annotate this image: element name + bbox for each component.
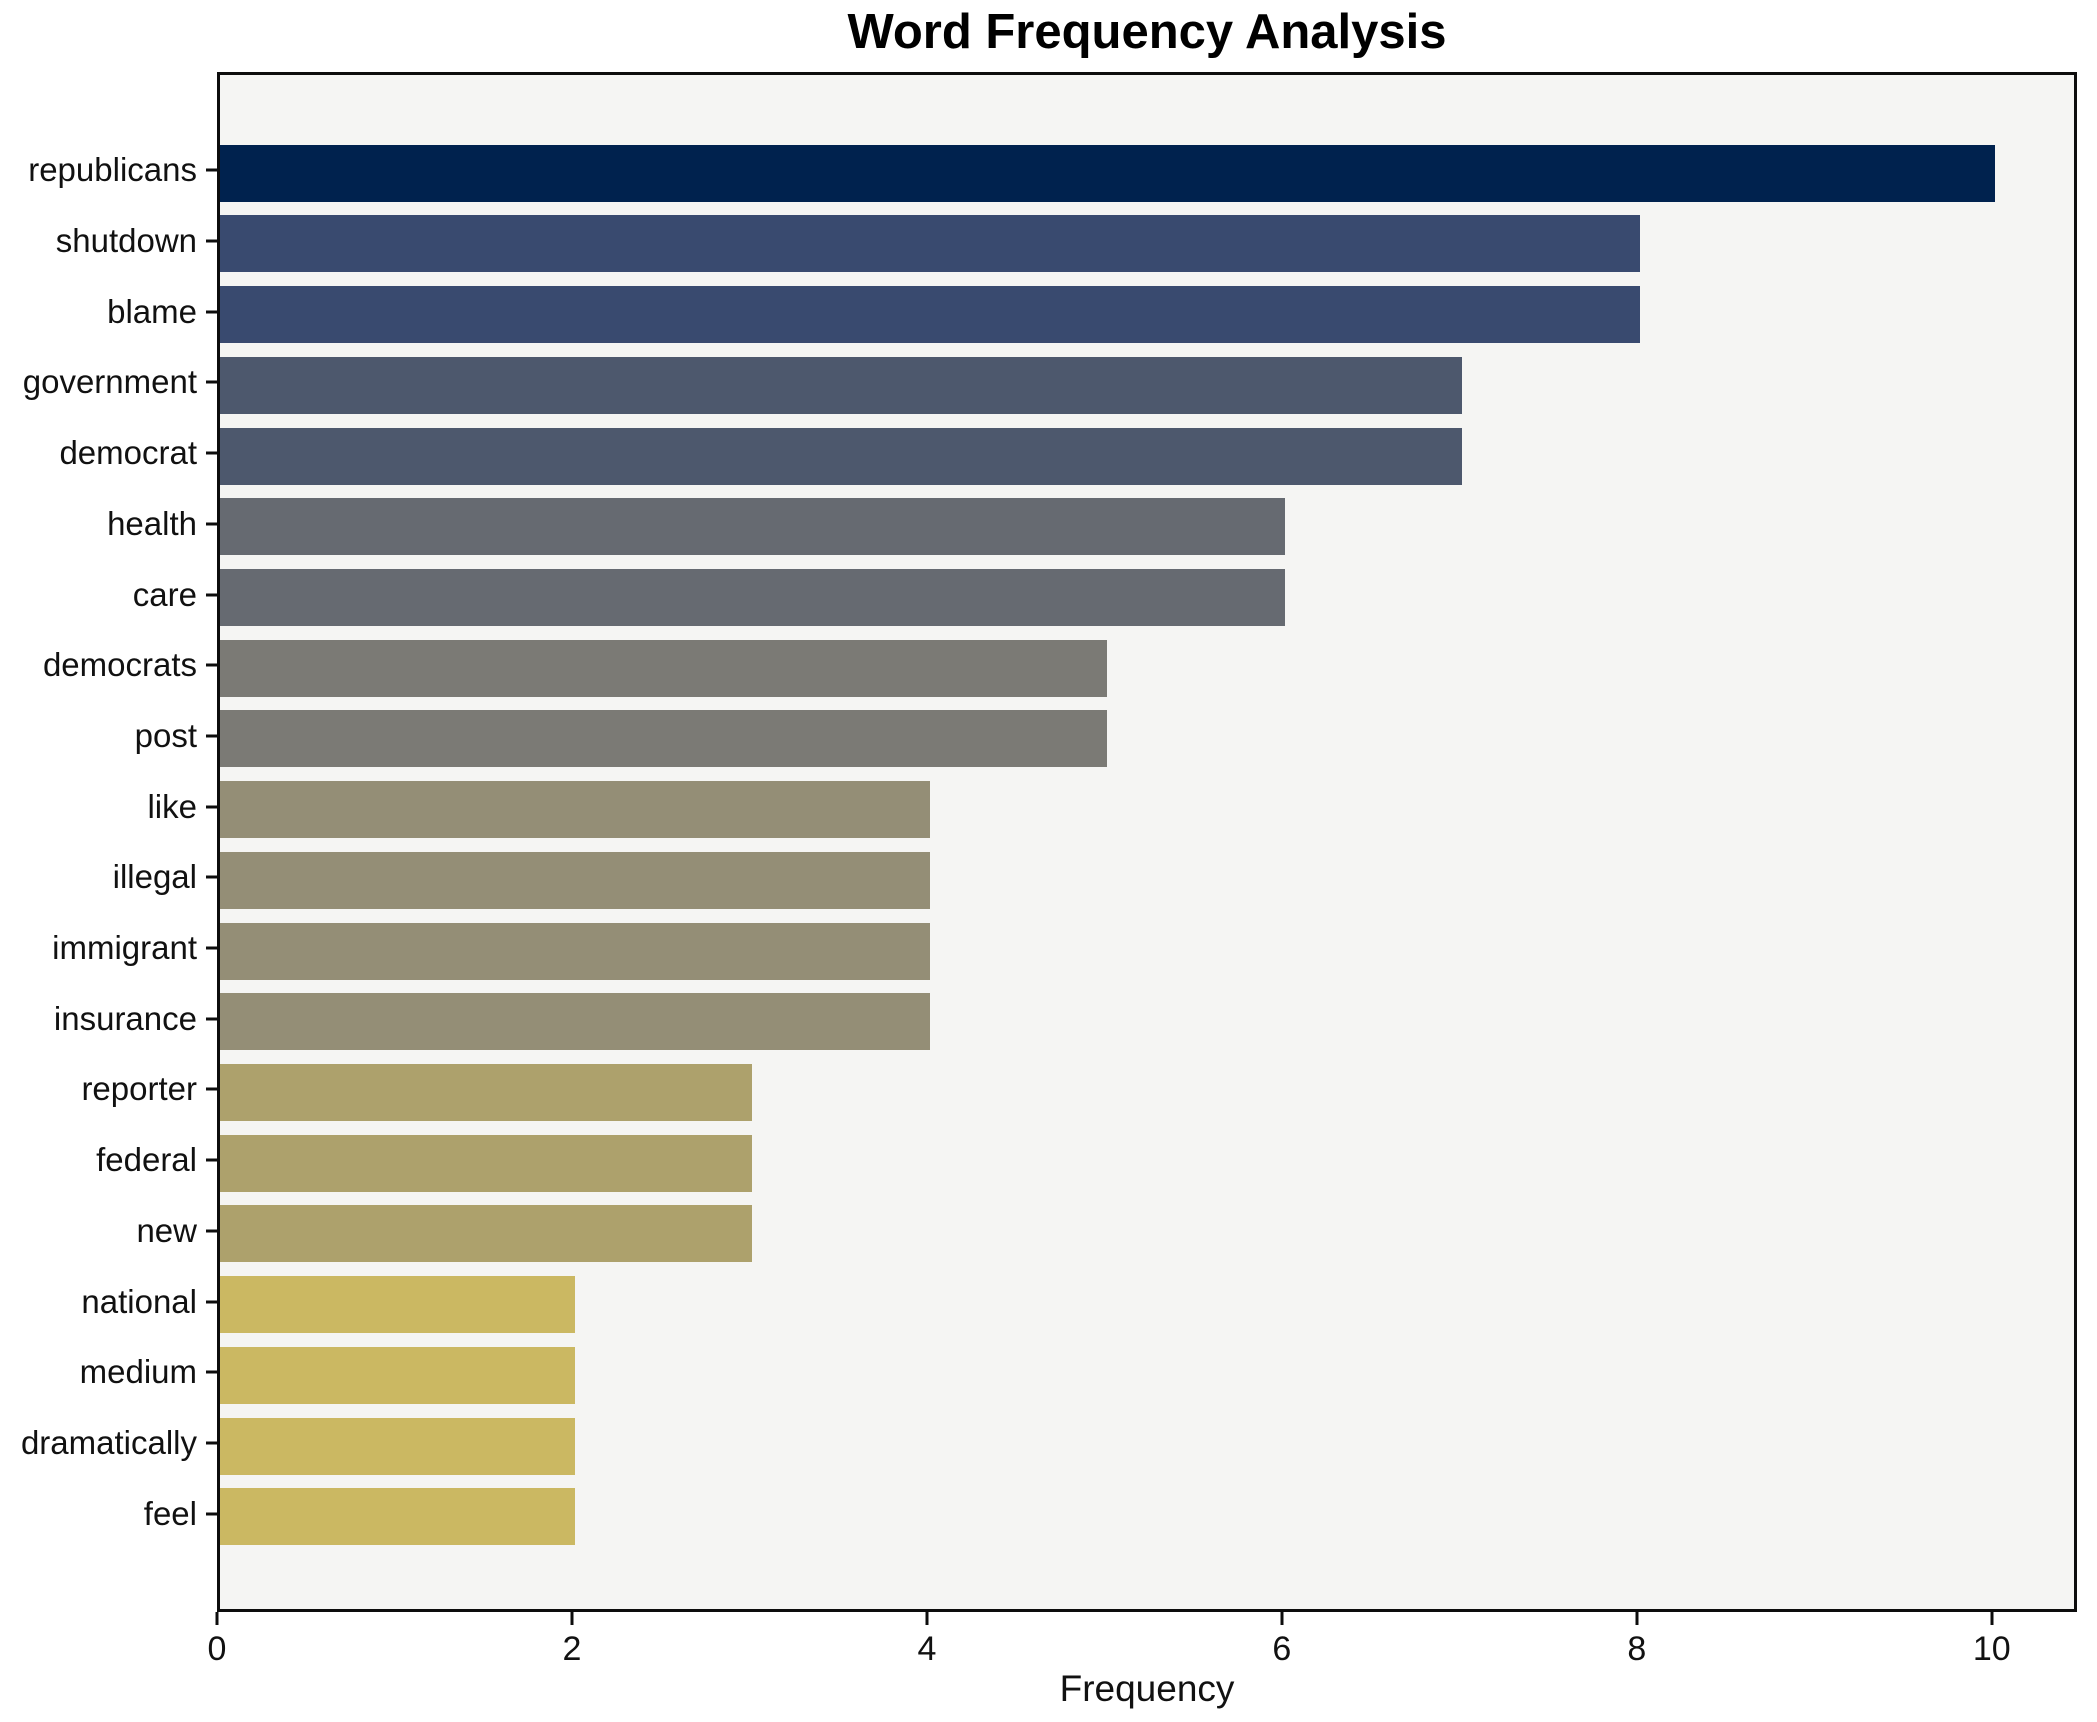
y-tick-mark — [206, 1158, 217, 1162]
y-tick-label-democrats: democrats — [42, 646, 197, 684]
bar-illegal — [220, 851, 930, 909]
y-tick-label-shutdown: shutdown — [55, 221, 197, 259]
x-tick-label-2: 2 — [562, 1630, 582, 1668]
y-tick-mark — [206, 734, 217, 738]
y-tick-label-insurance: insurance — [53, 999, 197, 1037]
x-tick-label-10: 10 — [1972, 1630, 2011, 1668]
bar-government — [220, 356, 1462, 414]
y-tick-label-feel: feel — [143, 1494, 197, 1532]
bar-new — [220, 1205, 752, 1263]
x-tick-label-8: 8 — [1627, 1630, 1647, 1668]
y-tick-mark — [206, 380, 217, 384]
x-tick-label-6: 6 — [1272, 1630, 1292, 1668]
bar-republicans — [220, 144, 1995, 202]
y-tick-mark — [206, 1370, 217, 1374]
x-tick-label-0: 0 — [207, 1630, 227, 1668]
bar-immigrant — [220, 922, 930, 980]
x-tick-mark — [1990, 1612, 1994, 1625]
y-tick-label-democrat: democrat — [59, 434, 197, 472]
x-tick-mark — [570, 1612, 574, 1625]
x-tick-mark — [215, 1612, 219, 1625]
bar-post — [220, 710, 1107, 768]
y-tick-label-government: government — [22, 363, 197, 401]
y-tick-label-dramatically: dramatically — [20, 1424, 197, 1461]
y-tick-mark — [206, 593, 217, 597]
y-tick-mark — [206, 451, 217, 455]
y-tick-label-blame: blame — [107, 292, 197, 330]
y-tick-mark — [206, 1229, 217, 1233]
y-tick-mark — [206, 805, 217, 809]
x-tick-mark — [925, 1612, 929, 1625]
y-tick-label-reporter: reporter — [81, 1070, 197, 1108]
bar-health — [220, 498, 1285, 556]
bar-feel — [220, 1488, 575, 1546]
x-axis-label: Frequency — [1059, 1668, 1235, 1709]
bar-care — [220, 569, 1285, 627]
bar-blame — [220, 286, 1640, 344]
bar-reporter — [220, 1063, 752, 1121]
bar-shutdown — [220, 215, 1640, 273]
y-tick-mark — [206, 239, 217, 243]
y-tick-label-national: national — [81, 1282, 197, 1320]
y-tick-mark — [206, 946, 217, 950]
y-tick-label-republicans: republicans — [28, 151, 197, 189]
y-tick-mark — [206, 1017, 217, 1021]
y-tick-mark — [206, 1512, 217, 1516]
x-tick-mark — [1635, 1612, 1639, 1625]
y-tick-mark — [206, 1087, 217, 1091]
bar-medium — [220, 1346, 575, 1404]
x-tick-label-4: 4 — [917, 1630, 937, 1668]
y-tick-label-federal: federal — [96, 1141, 197, 1179]
y-tick-label-post: post — [134, 716, 197, 754]
bar-like — [220, 781, 930, 839]
plot-area — [217, 72, 2077, 1612]
y-tick-mark — [206, 875, 217, 879]
bar-democrat — [220, 427, 1462, 485]
y-tick-label-medium: medium — [79, 1353, 197, 1391]
y-tick-mark — [206, 663, 217, 667]
y-tick-label-care: care — [132, 575, 197, 613]
y-tick-label-illegal: illegal — [112, 858, 197, 896]
y-tick-mark — [206, 1300, 217, 1304]
y-tick-mark — [206, 1441, 217, 1445]
y-tick-mark — [206, 310, 217, 314]
bar-democrats — [220, 639, 1107, 697]
x-tick-mark — [1280, 1612, 1284, 1625]
bar-dramatically — [220, 1417, 575, 1475]
y-tick-label-like: like — [147, 787, 197, 825]
bar-national — [220, 1276, 575, 1334]
chart-title: Word Frequency Analysis — [847, 5, 1447, 59]
bar-insurance — [220, 993, 930, 1051]
y-tick-label-new: new — [136, 1211, 197, 1249]
y-tick-mark — [206, 522, 217, 526]
bar-federal — [220, 1134, 752, 1192]
y-tick-label-health: health — [107, 504, 197, 542]
y-tick-label-immigrant: immigrant — [52, 929, 197, 967]
y-tick-mark — [206, 168, 217, 172]
